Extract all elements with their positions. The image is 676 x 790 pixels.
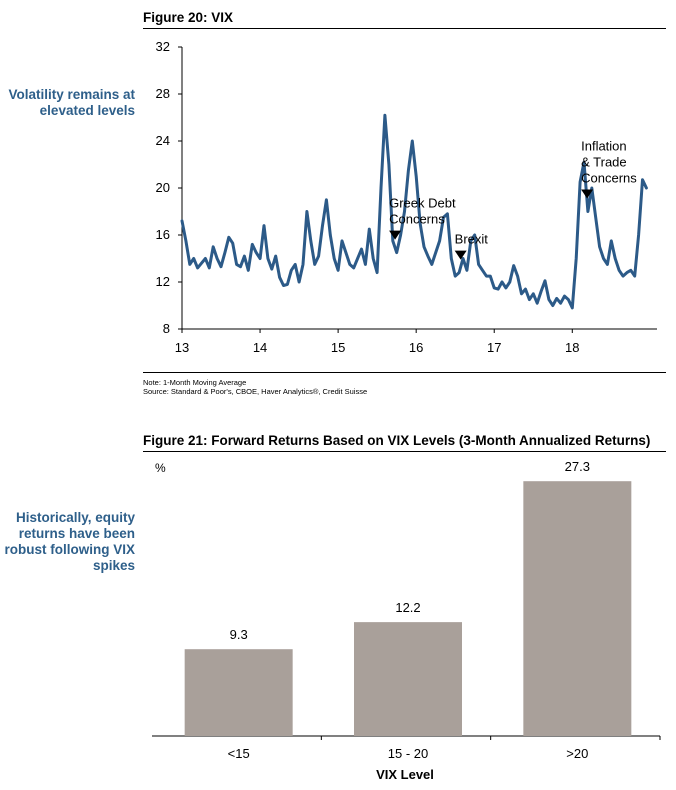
x-tick-label: 18	[565, 340, 579, 355]
annotation-label: Inflation & Trade Concerns	[581, 139, 637, 186]
y-tick-label: 8	[163, 321, 170, 336]
bar-value-label: 27.3	[565, 459, 590, 474]
x-tick-label: 17	[487, 340, 501, 355]
x-category-label: 15 - 20	[388, 746, 428, 761]
y-tick-label: 16	[156, 227, 170, 242]
annotation-label-line: Concerns	[389, 212, 445, 227]
annotation-label: Greek Debt Concerns	[389, 196, 456, 227]
figure21-title: Figure 21: Forward Returns Based on VIX …	[143, 433, 651, 448]
bar	[184, 649, 293, 736]
y-tick-label: 28	[156, 86, 170, 101]
annotation-label-line: Greek Debt	[389, 196, 456, 211]
y-tick-label: 20	[156, 180, 170, 195]
y-tick-label: 12	[156, 274, 170, 289]
annotation-label-line: Brexit	[455, 232, 489, 247]
annotation-label: Brexit	[455, 232, 489, 247]
annotation-label-line: Inflation	[581, 139, 627, 154]
figure21-title-rule	[143, 451, 666, 452]
figure21-side-note: Historically, equity returns have been r…	[4, 510, 136, 573]
forward-returns-bar-chart: % 9.3 <15 12.2 15 - 20 27.3 >20 VIX Level	[152, 459, 661, 782]
annotation-arrow	[454, 250, 467, 260]
x-axis-title: VIX Level	[376, 767, 434, 782]
figure20-title-rule	[143, 28, 666, 29]
figure20-source-line: Source: Standard & Poor's, CBOE, Haver A…	[143, 387, 368, 396]
x-category-label: <15	[228, 746, 250, 761]
annotation-arrow	[389, 230, 402, 240]
y-tick-label: 32	[156, 39, 170, 54]
x-tick-label: 15	[331, 340, 345, 355]
bar	[354, 622, 462, 736]
y-tick-label: 24	[156, 133, 170, 148]
figure20-title: Figure 20: VIX	[143, 10, 234, 25]
y-axis-unit-label: %	[155, 461, 166, 475]
annotation-label-line: & Trade	[581, 155, 627, 170]
bar	[523, 481, 632, 736]
annotation-label-line: Concerns	[581, 171, 637, 186]
figure20-bottom-rule	[143, 372, 666, 373]
figure20-note: Note: 1-Month Moving Average Source: Sta…	[143, 378, 367, 396]
figure20-note-line: Note: 1-Month Moving Average	[143, 378, 247, 387]
bar-value-label: 12.2	[395, 600, 420, 615]
x-category-label: >20	[566, 746, 588, 761]
x-tick-label: 14	[253, 340, 267, 355]
annotation-arrow	[581, 189, 594, 199]
vix-series-line	[180, 113, 648, 310]
x-tick-label: 16	[409, 340, 423, 355]
x-tick-label: 13	[175, 340, 189, 355]
bar-value-label: 9.3	[230, 627, 248, 642]
figure20-side-note: Volatility remains at elevated levels	[8, 87, 135, 118]
